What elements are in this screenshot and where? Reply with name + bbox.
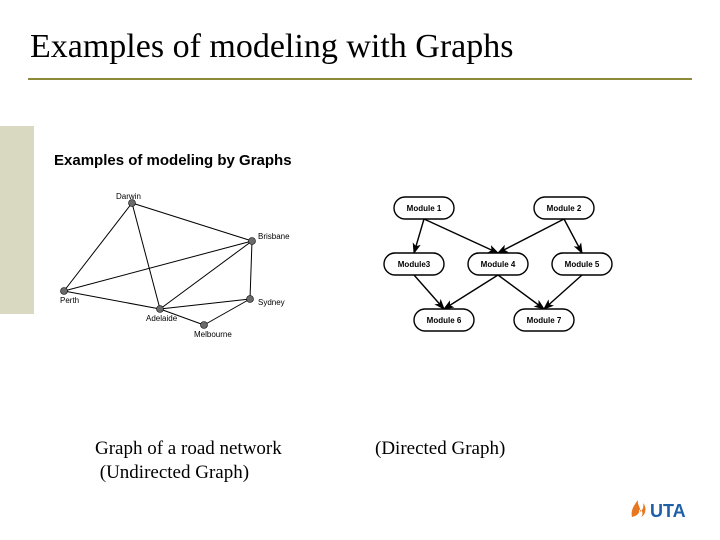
svg-text:Module3: Module3: [398, 260, 431, 269]
svg-text:Melbourne: Melbourne: [194, 330, 232, 339]
svg-text:Module 5: Module 5: [565, 260, 600, 269]
svg-text:Module 2: Module 2: [547, 204, 582, 213]
diagrams-row: Darwin Brisbane Perth Adelaide Sydney Melbour…: [54, 191, 696, 346]
svg-text:UTA: UTA: [650, 501, 686, 521]
caption-undirected-line1: Graph of a road network: [95, 438, 282, 459]
side-accent-bar: [0, 126, 34, 314]
slide-title: Examples of modeling with Graphs: [0, 0, 720, 78]
svg-text:Brisbane: Brisbane: [258, 232, 290, 241]
directed-graph: Module 1 Module 2 Module3 Module 4 Module 5 M…: [354, 191, 644, 346]
svg-text:Adelaide: Adelaide: [146, 314, 178, 323]
caption-undirected-line2: (Undirected Graph): [100, 462, 249, 483]
svg-text:Module 4: Module 4: [481, 260, 516, 269]
svg-text:Module 6: Module 6: [427, 316, 462, 325]
svg-text:Module 7: Module 7: [527, 316, 562, 325]
svg-text:Perth: Perth: [60, 296, 79, 305]
svg-text:Module 1: Module 1: [407, 204, 442, 213]
content-area: Examples of modeling by Graphs Darwin Bri…: [54, 152, 696, 346]
title-underline: [28, 78, 692, 80]
svg-text:Darwin: Darwin: [116, 192, 141, 201]
captions-row: Graph of a road network (Undirected Grap…: [95, 437, 680, 486]
undirected-graph: Darwin Brisbane Perth Adelaide Sydney Melbour…: [54, 191, 314, 346]
content-subtitle: Examples of modeling by Graphs: [54, 152, 696, 169]
uta-logo: UTA: [628, 497, 698, 530]
caption-undirected: Graph of a road network (Undirected Grap…: [95, 437, 375, 486]
caption-directed: (Directed Graph): [375, 437, 505, 486]
svg-text:Sydney: Sydney: [258, 298, 285, 307]
